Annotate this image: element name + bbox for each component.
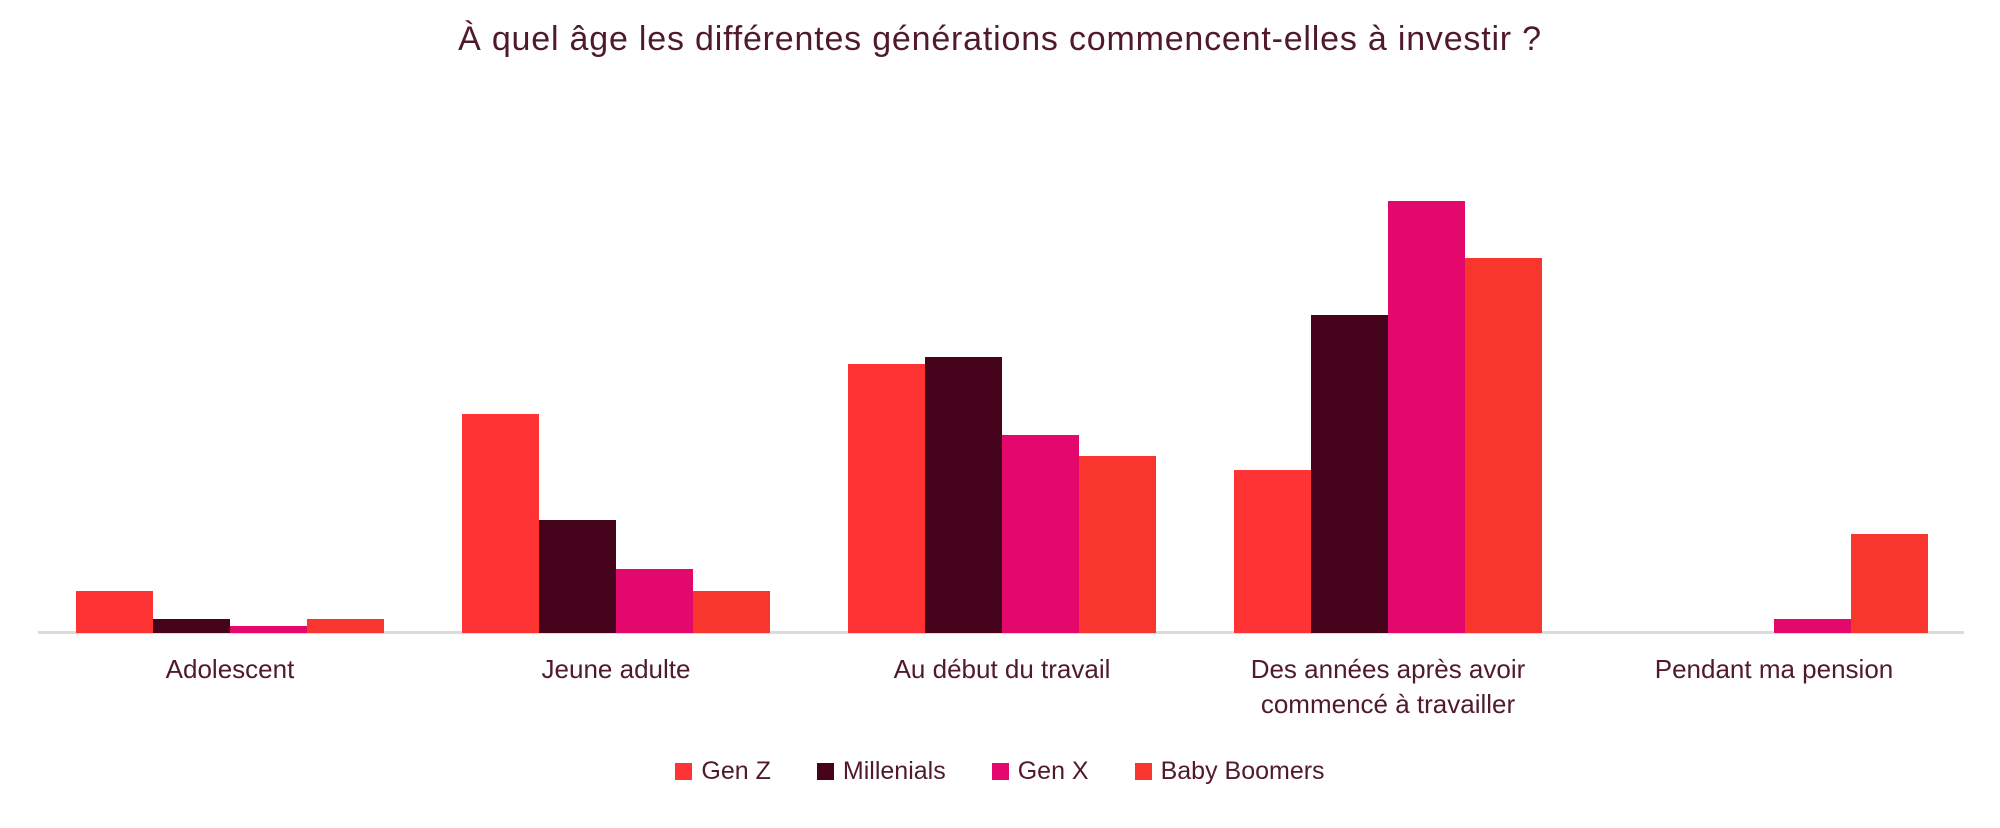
plot-area [76, 173, 1928, 633]
legend-label-gen-z: Gen Z [701, 757, 771, 785]
legend-swatch-gen-x-icon [991, 763, 1009, 780]
bar-gen-x-2 [1002, 435, 1079, 633]
bar-baby-boomers-1 [693, 591, 770, 633]
category-label-jeune-adulte: Jeune adulte [541, 654, 691, 684]
legend-item-gen-z: Gen Z [675, 757, 771, 786]
legend-item-millenials: Millenials [816, 757, 946, 786]
legend-label-baby-boomers: Baby Boomers [1160, 757, 1325, 785]
category-label-adolescent: Adolescent [165, 654, 295, 684]
bar-gen-x-0 [230, 626, 307, 633]
bar-group-0 [76, 173, 384, 633]
bar-gen-z-0 [76, 591, 153, 633]
legend-item-baby-boomers: Baby Boomers [1134, 757, 1325, 786]
bar-group-1 [462, 173, 770, 633]
chart-title: À quel âge les différentes générations c… [458, 20, 1542, 58]
bar-gen-x-3 [1388, 201, 1465, 633]
bar-gen-z-3 [1234, 470, 1311, 633]
bar-millenials-1 [539, 520, 616, 633]
bar-millenials-2 [925, 357, 1002, 633]
legend-swatch-millenials-icon [816, 763, 834, 780]
bar-baby-boomers-0 [307, 619, 384, 633]
category-label-annees-apres: Des années après avoir commencé à travai… [1250, 654, 1526, 720]
legend-swatch-baby-boomers-icon [1134, 763, 1152, 780]
x-axis-labels: Adolescent Jeune adulte Au début du trav… [76, 652, 1928, 722]
legend-label-gen-x: Gen X [1017, 757, 1089, 785]
bar-millenials-3 [1311, 315, 1388, 633]
bar-group-3 [1234, 173, 1542, 633]
bar-group-4 [1620, 173, 1928, 633]
bar-millenials-0 [153, 619, 230, 633]
legend: Gen Z Millenials Gen X Baby Boomers [0, 757, 2000, 786]
bar-gen-x-4 [1774, 619, 1851, 633]
bar-baby-boomers-3 [1465, 258, 1542, 633]
bar-gen-z-1 [462, 414, 539, 633]
bar-baby-boomers-4 [1851, 534, 1928, 633]
legend-label-millenials: Millenials [842, 757, 946, 785]
bar-baby-boomers-2 [1079, 456, 1156, 633]
legend-swatch-gen-z-icon [675, 763, 693, 780]
category-label-debut-travail: Au début du travail [893, 654, 1111, 684]
bar-group-2 [848, 173, 1156, 633]
legend-item-gen-x: Gen X [991, 757, 1089, 786]
bar-gen-x-1 [616, 569, 693, 633]
category-label-pension: Pendant ma pension [1654, 654, 1894, 684]
bar-gen-z-2 [848, 364, 925, 633]
